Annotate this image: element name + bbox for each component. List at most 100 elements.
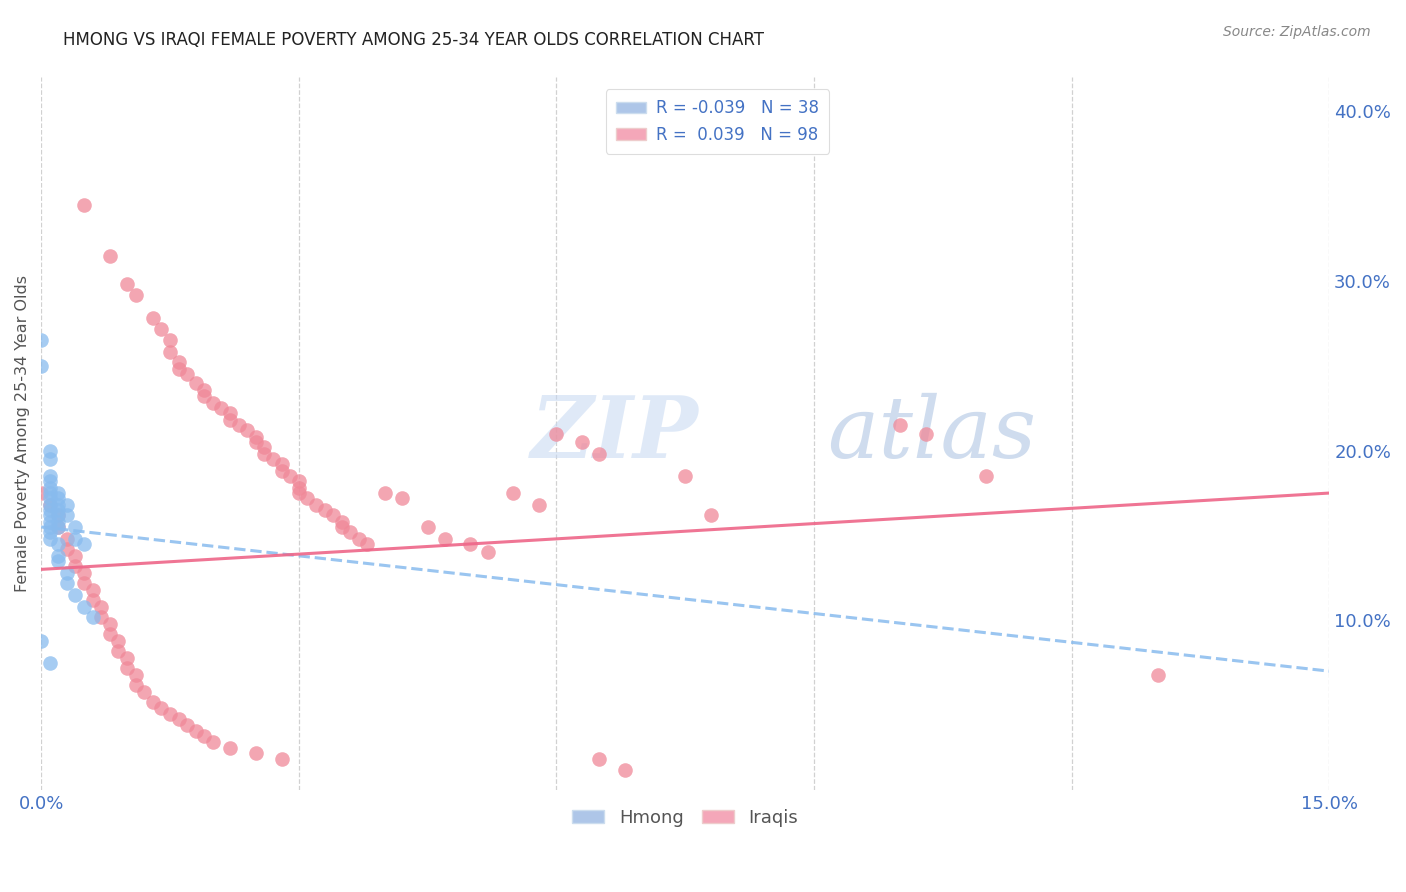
Point: [107, 633, 129, 648]
Point: [38, 443, 60, 458]
Point: [546, 426, 568, 441]
Point: [167, 355, 190, 369]
Text: atlas: atlas: [827, 392, 1036, 475]
Point: [56, 576, 79, 591]
Point: [184, 376, 207, 390]
Point: [460, 537, 482, 551]
Point: [262, 452, 284, 467]
Point: [184, 723, 207, 738]
Point: [201, 735, 224, 749]
Point: [167, 712, 190, 726]
Point: [211, 401, 233, 416]
Point: [588, 447, 610, 461]
Point: [330, 520, 353, 534]
Point: [287, 481, 309, 495]
Point: [46, 537, 69, 551]
Point: [46, 486, 69, 500]
Point: [1146, 667, 1168, 681]
Point: [270, 752, 292, 766]
Point: [38, 452, 60, 467]
Point: [322, 508, 344, 522]
Point: [56, 508, 79, 522]
Point: [38, 503, 60, 517]
Point: [330, 515, 353, 529]
Point: [65, 588, 87, 602]
Point: [38, 520, 60, 534]
Point: [98, 249, 121, 263]
Point: [98, 627, 121, 641]
Point: [38, 486, 60, 500]
Point: [270, 457, 292, 471]
Point: [502, 486, 524, 500]
Point: [433, 532, 456, 546]
Point: [193, 729, 215, 743]
Point: [673, 469, 696, 483]
Point: [305, 498, 328, 512]
Point: [46, 520, 69, 534]
Point: [30, 334, 52, 348]
Point: [46, 503, 69, 517]
Point: [56, 532, 79, 546]
Point: [134, 684, 156, 698]
Point: [46, 520, 69, 534]
Legend: Hmong, Iraqis: Hmong, Iraqis: [565, 802, 806, 834]
Point: [477, 545, 499, 559]
Point: [270, 464, 292, 478]
Point: [219, 406, 242, 420]
Point: [73, 599, 96, 614]
Point: [201, 396, 224, 410]
Text: HMONG VS IRAQI FEMALE POVERTY AMONG 25-34 YEAR OLDS CORRELATION CHART: HMONG VS IRAQI FEMALE POVERTY AMONG 25-3…: [63, 31, 765, 49]
Point: [287, 486, 309, 500]
Text: ZIP: ZIP: [530, 392, 699, 475]
Point: [150, 321, 173, 335]
Point: [56, 566, 79, 580]
Point: [38, 491, 60, 505]
Text: Source: ZipAtlas.com: Source: ZipAtlas.com: [1223, 25, 1371, 39]
Point: [416, 520, 439, 534]
Point: [142, 311, 165, 326]
Point: [73, 537, 96, 551]
Point: [245, 746, 267, 760]
Point: [38, 524, 60, 539]
Point: [30, 486, 52, 500]
Point: [391, 491, 413, 505]
Point: [287, 474, 309, 488]
Point: [38, 469, 60, 483]
Point: [142, 695, 165, 709]
Point: [700, 508, 723, 522]
Point: [38, 481, 60, 495]
Point: [150, 701, 173, 715]
Point: [30, 359, 52, 373]
Point: [159, 706, 181, 721]
Point: [124, 667, 146, 681]
Point: [527, 498, 550, 512]
Point: [82, 593, 104, 607]
Point: [193, 389, 215, 403]
Point: [38, 474, 60, 488]
Point: [115, 661, 138, 675]
Point: [56, 498, 79, 512]
Point: [90, 610, 112, 624]
Point: [82, 610, 104, 624]
Point: [65, 520, 87, 534]
Point: [159, 345, 181, 359]
Point: [339, 524, 361, 539]
Point: [65, 532, 87, 546]
Point: [65, 559, 87, 574]
Point: [193, 383, 215, 397]
Point: [245, 435, 267, 450]
Point: [614, 763, 637, 777]
Point: [176, 368, 198, 382]
Point: [46, 554, 69, 568]
Point: [46, 508, 69, 522]
Point: [38, 498, 60, 512]
Y-axis label: Female Poverty Among 25-34 Year Olds: Female Poverty Among 25-34 Year Olds: [15, 275, 30, 592]
Point: [167, 362, 190, 376]
Point: [347, 532, 370, 546]
Point: [38, 656, 60, 670]
Point: [98, 616, 121, 631]
Point: [253, 440, 276, 454]
Point: [314, 503, 336, 517]
Point: [38, 532, 60, 546]
Point: [124, 287, 146, 301]
